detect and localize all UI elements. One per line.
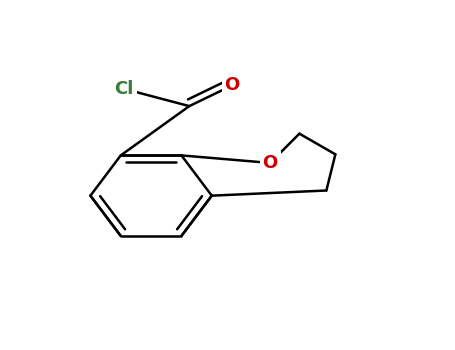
Text: Cl: Cl bbox=[115, 80, 134, 98]
Text: O: O bbox=[224, 76, 240, 94]
Text: O: O bbox=[263, 154, 278, 172]
